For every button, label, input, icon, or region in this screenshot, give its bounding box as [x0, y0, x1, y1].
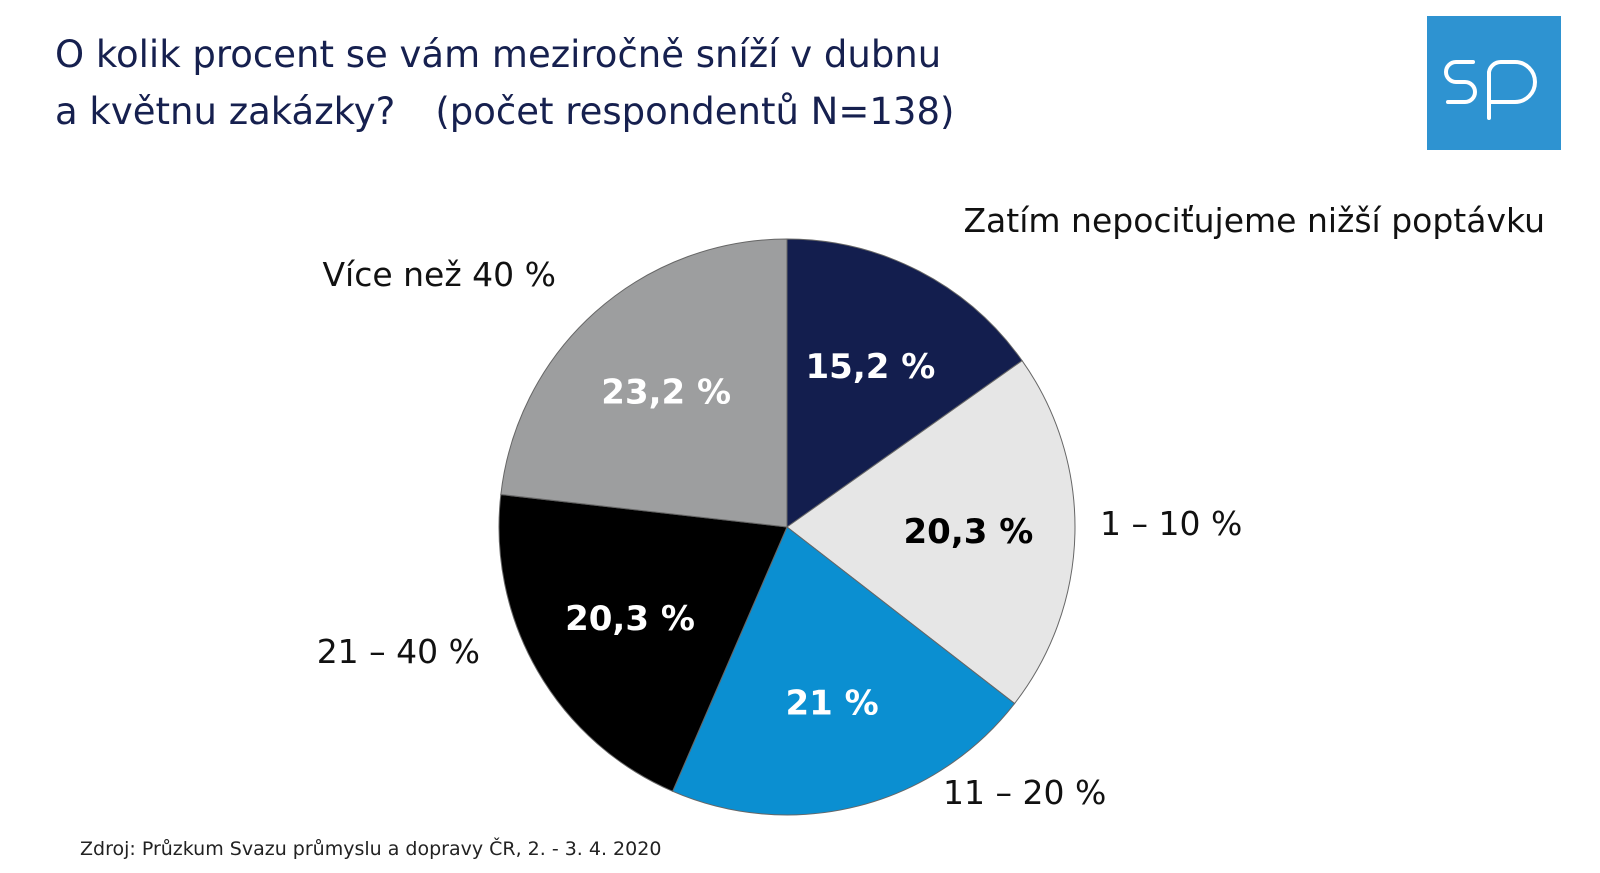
pie-value-label: 20,3 %: [904, 512, 1034, 552]
pie-slice: [498, 493, 788, 792]
pie-category-label: Více než 40 %: [322, 255, 556, 294]
title-respondents-note: (počet respondentů N=138): [435, 90, 955, 133]
pie-slice: [786, 238, 1023, 528]
pie-value-label: 23,2 %: [601, 373, 731, 413]
source-note: Zdroj: Průzkum Svazu průmyslu a dopravy …: [80, 838, 662, 860]
pie-category-label: 11 – 20 %: [943, 773, 1106, 812]
sp-logo-icon: [1444, 59, 1537, 120]
pie-category-label: Zatím nepociťujeme nižší poptávku: [963, 201, 1545, 240]
pie-category-label: 21 – 40 %: [317, 632, 480, 671]
pie-category-label: 1 – 10 %: [1100, 504, 1242, 543]
pie-slice: [500, 238, 788, 528]
title-line-1: O kolik procent se vám meziročně sníží v…: [55, 33, 942, 76]
pie-value-label: 15,2 %: [806, 347, 936, 387]
pie-value-label: 21 %: [785, 684, 878, 724]
page-title: O kolik procent se vám meziročně sníží v…: [55, 26, 954, 140]
title-line-2: a květnu zakázky? (počet respondentů N=13…: [55, 83, 954, 140]
pie-slice: [786, 359, 1076, 705]
sp-logo: [1427, 16, 1561, 150]
pie-value-label: 20,3 %: [565, 599, 695, 639]
pie-slice: [671, 526, 1016, 816]
title-question: a květnu zakázky?: [55, 90, 396, 133]
